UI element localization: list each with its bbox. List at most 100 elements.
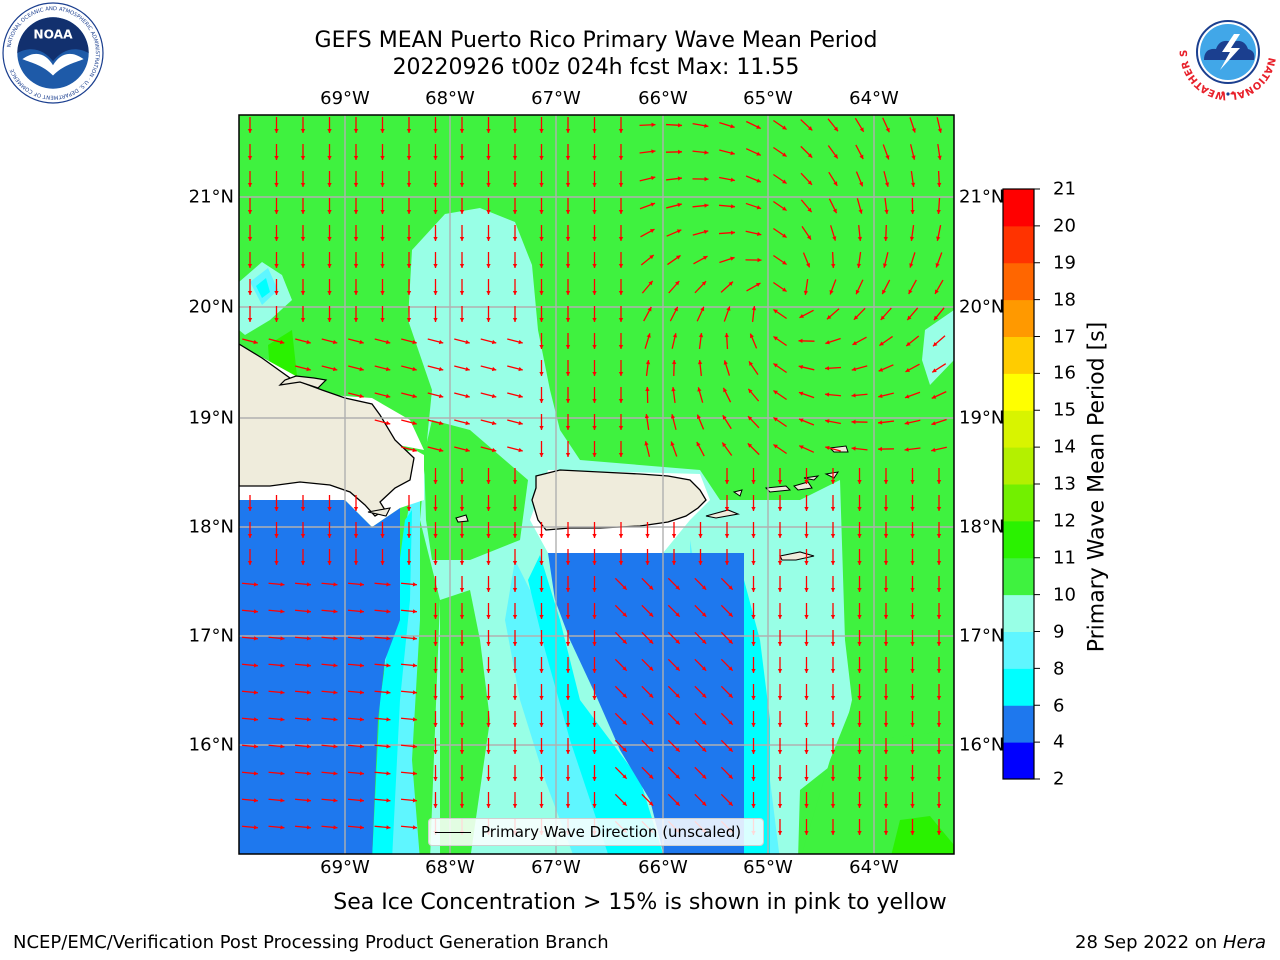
wave-direction-arrowhead xyxy=(730,150,735,156)
wave-direction-arrowhead xyxy=(412,366,417,372)
wave-direction-arrowhead xyxy=(327,210,332,214)
wave-period-field xyxy=(239,115,954,854)
wave-direction-arrowhead xyxy=(274,129,279,133)
wave-direction-arrowhead xyxy=(486,777,491,781)
wave-direction-arrowhead xyxy=(592,453,597,457)
wave-direction-arrowhead xyxy=(486,129,491,133)
wave-direction-arrowhead xyxy=(565,777,571,781)
wave-direction-arrowhead xyxy=(565,399,571,403)
wave-direction-arrowhead xyxy=(486,588,491,592)
wave-direction-arrowhead xyxy=(491,420,497,426)
wave-direction-arrowhead xyxy=(618,534,624,538)
wave-direction-arrowhead xyxy=(618,237,624,241)
wave-direction-arrowhead xyxy=(486,804,491,808)
wave-direction-arrowhead xyxy=(247,264,253,268)
wave-direction-arrowhead xyxy=(459,480,465,484)
graticule xyxy=(239,115,954,854)
colorbar-tick-label: 8 xyxy=(1053,658,1065,680)
wave-direction-arrowhead xyxy=(883,804,889,808)
wave-direction-arrowhead xyxy=(622,801,627,806)
wave-direction-arrowhead xyxy=(253,582,258,587)
wave-direction-arrowhead xyxy=(592,156,597,160)
wave-direction-arrowhead xyxy=(279,339,285,345)
wave-direction-arrowhead xyxy=(518,447,523,453)
wave-direction-arrowhead xyxy=(751,696,756,700)
wave-direction-arrowhead xyxy=(300,561,306,565)
wave-direction-arrowhead xyxy=(622,585,627,590)
wave-direction-arrowhead xyxy=(280,690,285,695)
wave-direction-arrowhead xyxy=(386,582,391,587)
wave-direction-arrowhead xyxy=(645,534,650,538)
wave-direction-arrowhead xyxy=(359,582,364,587)
wave-direction-arrowhead xyxy=(798,364,804,370)
wave-direction-arrowhead xyxy=(565,237,571,241)
wave-direction-arrowhead xyxy=(651,122,656,127)
wave-direction-arrowhead xyxy=(804,642,809,646)
wave-direction-arrowhead xyxy=(884,182,890,187)
wave-direction-arrowhead xyxy=(459,561,465,565)
wave-direction-arrowhead xyxy=(804,588,809,592)
wave-direction-arrowhead xyxy=(857,723,862,727)
wave-direction-arrowhead xyxy=(253,636,258,641)
wave-direction-arrowhead xyxy=(412,636,417,641)
wave-direction-arrowhead xyxy=(412,798,417,803)
wave-direction-arrowhead xyxy=(833,181,838,186)
wave-direction-arrowhead xyxy=(777,561,783,565)
lon-label-bottom: 68°W xyxy=(425,857,475,878)
wave-direction-arrowhead xyxy=(751,534,756,538)
wave-direction-arrowhead xyxy=(804,615,809,619)
wave-direction-arrowhead xyxy=(825,340,830,345)
wave-direction-arrowhead xyxy=(676,255,681,260)
wave-direction-arrowhead xyxy=(937,128,943,133)
wave-direction-arrowhead xyxy=(274,507,279,511)
footer-date: 28 Sep 2022 on Hera xyxy=(1075,932,1266,953)
wave-direction-arrowhead xyxy=(749,333,754,339)
wave-direction-arrowhead xyxy=(618,264,624,268)
wave-direction-arrowhead xyxy=(433,480,438,484)
wave-direction-arrowhead xyxy=(300,534,306,538)
lat-label-left: 20°N xyxy=(188,296,234,318)
wave-direction-arrowhead xyxy=(486,561,491,565)
wave-direction-arrowhead xyxy=(412,339,417,345)
wave-direction-arrowhead xyxy=(412,582,417,587)
wave-direction-arrowhead xyxy=(412,420,417,426)
wave-direction-arrowhead xyxy=(333,717,338,722)
colorbar-block xyxy=(1003,336,1034,374)
wave-direction-arrowhead xyxy=(910,588,915,592)
lon-label-bottom: 67°W xyxy=(531,857,581,878)
wave-direction-arrowhead xyxy=(675,612,680,617)
wave-direction-arrowhead xyxy=(936,723,942,727)
wave-direction-arrowhead xyxy=(300,507,306,511)
wave-direction-arrowhead xyxy=(730,124,735,129)
colorbar-block xyxy=(1003,373,1034,411)
wave-direction-arrowhead xyxy=(280,825,285,830)
wave-direction-arrowhead xyxy=(857,696,862,700)
wave-direction-arrowhead xyxy=(756,231,762,237)
wave-direction-arrowhead xyxy=(592,723,597,727)
wave-direction-arrowhead xyxy=(565,291,571,295)
wave-direction-arrowhead xyxy=(756,205,762,210)
wave-direction-arrowhead xyxy=(833,154,838,159)
wave-direction-arrowhead xyxy=(724,534,730,538)
hispaniola-north-coast xyxy=(278,375,328,389)
wave-direction-arrowhead xyxy=(380,183,385,187)
wave-direction-arrowhead xyxy=(773,336,778,341)
wave-direction-arrowhead xyxy=(777,831,783,835)
sea-ice-note: Sea Ice Concentration > 15% is shown in … xyxy=(333,890,947,915)
wave-direction-arrowhead xyxy=(280,609,285,614)
wave-direction-arrowhead xyxy=(539,237,544,241)
wave-direction-arrowhead xyxy=(618,561,624,565)
wave-direction-arrowhead xyxy=(936,615,942,619)
lat-label-left: 17°N xyxy=(188,625,234,647)
wave-direction-arrowhead xyxy=(618,210,624,214)
wave-direction-arrowhead xyxy=(777,669,783,673)
wave-direction-arrowhead xyxy=(359,771,364,776)
wave-direction-arrowhead xyxy=(565,183,571,187)
wave-direction-arrowhead xyxy=(512,534,518,538)
st-croix-island xyxy=(779,551,815,561)
wave-direction-arrowhead xyxy=(911,155,916,160)
wave-direction-arrowhead xyxy=(851,419,856,425)
wave-direction-arrowhead xyxy=(618,318,624,322)
wave-direction-arrowhead xyxy=(459,156,465,160)
wave-direction-arrowhead xyxy=(857,777,862,781)
